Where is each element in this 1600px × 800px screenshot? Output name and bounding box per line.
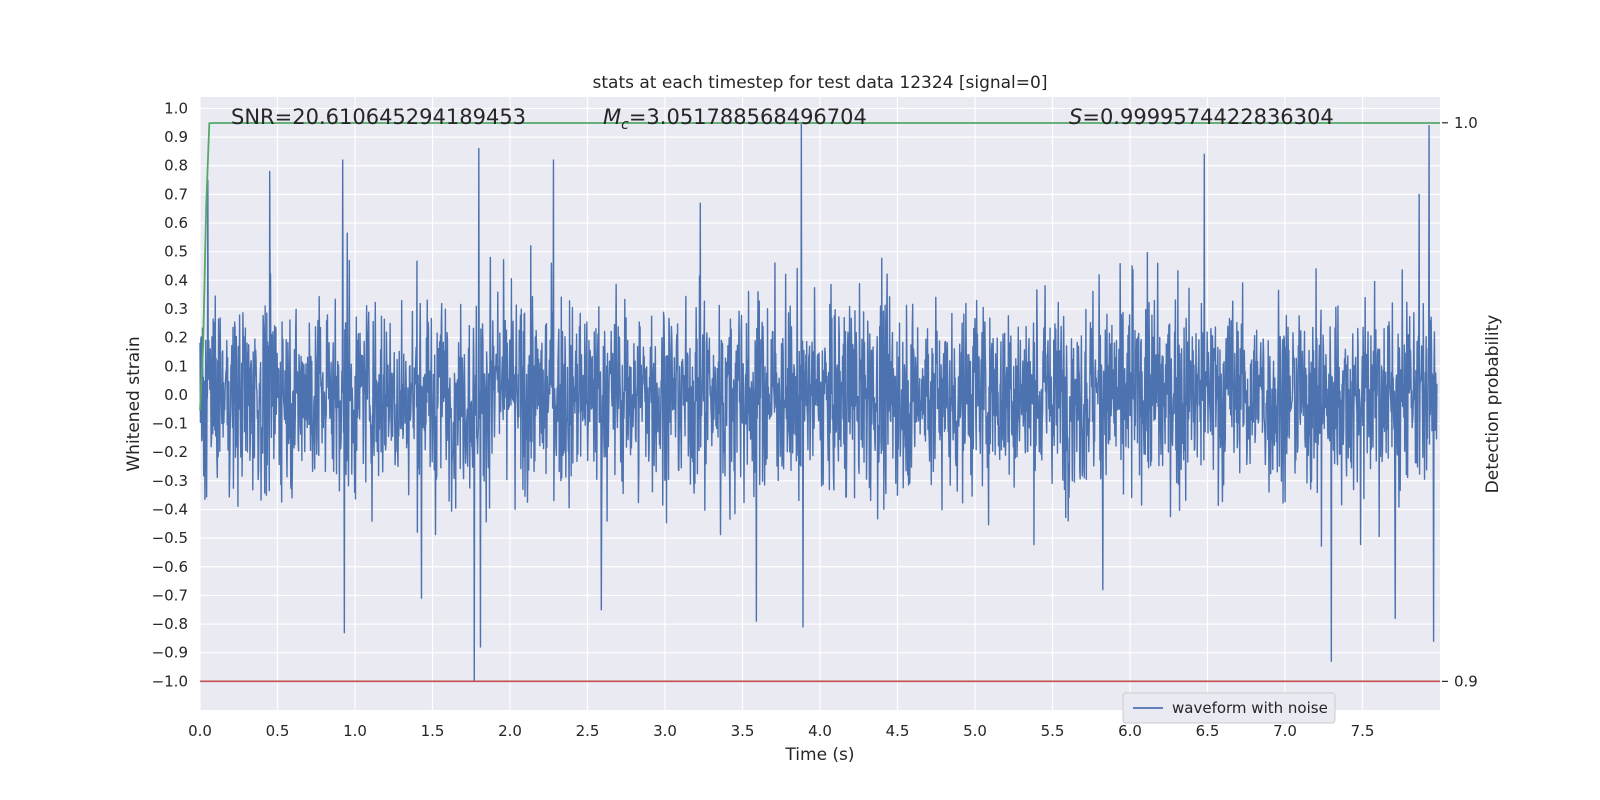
y-tick-label: 0.3 <box>164 300 188 318</box>
x-tick-label: 5.5 <box>1041 722 1065 740</box>
y-tick-label: 0.8 <box>164 157 188 175</box>
x-tick-label: 2.0 <box>498 722 522 740</box>
x-tick-label: 0.0 <box>188 722 212 740</box>
x-tick-label: 1.5 <box>421 722 445 740</box>
y-tick-label: 0.7 <box>164 185 188 203</box>
y-tick-label: −0.1 <box>152 415 188 433</box>
y-tick-label: 0.6 <box>164 214 188 232</box>
x-tick-label: 0.5 <box>266 722 290 740</box>
y-tick-label: 0.1 <box>164 357 188 375</box>
mc-subscript: c <box>621 117 629 133</box>
y-tick-label: −1.0 <box>152 672 188 690</box>
y-tick-label: −0.6 <box>152 558 188 576</box>
s-annotation: S=0.9999574422836304 <box>1069 105 1334 129</box>
y2-tick-label: 0.9 <box>1454 672 1478 690</box>
y-tick-label: 0.2 <box>164 329 188 347</box>
y2-axis-label: Detection probability <box>1483 315 1503 494</box>
mc-value: =3.051788568496704 <box>629 105 867 129</box>
y-tick-label: 0.9 <box>164 128 188 146</box>
x-tick-label: 2.5 <box>576 722 600 740</box>
y-tick-label: −0.7 <box>152 586 188 604</box>
y-axis-ticks: 1.0 0.9 0.8 0.7 0.6 0.5 0.4 0.3 0.2 0.1 0.0 −0.1 −0.… <box>152 99 188 690</box>
y-tick-label: −0.9 <box>152 644 188 662</box>
legend-box <box>1122 692 1336 724</box>
legend: waveform with noise <box>1122 692 1336 724</box>
x-tick-label: 3.5 <box>731 722 755 740</box>
x-tick-label: 7.0 <box>1273 722 1297 740</box>
mc-annotation: Mc=3.051788568496704 <box>603 105 867 133</box>
y-tick-label: −0.3 <box>152 472 188 490</box>
y-tick-label: 1.0 <box>164 99 188 117</box>
y-tick-label: 0.0 <box>164 386 188 404</box>
y-tick-label: 0.4 <box>164 271 188 289</box>
y2-tick-label: 1.0 <box>1454 114 1478 132</box>
y-tick-label: −0.4 <box>152 500 188 518</box>
x-tick-label: 7.5 <box>1351 722 1375 740</box>
legend-label: waveform with noise <box>1172 699 1328 717</box>
y-tick-label: −0.5 <box>152 529 188 547</box>
x-tick-label: 4.5 <box>886 722 910 740</box>
x-tick-label: 1.0 <box>343 722 367 740</box>
probability-overlay <box>199 122 1440 683</box>
s-symbol: S <box>1069 105 1082 129</box>
s-value: =0.9999574422836304 <box>1082 105 1333 129</box>
y-tick-label: −0.8 <box>152 615 188 633</box>
x-axis-label: Time (s) <box>784 745 854 765</box>
waveform-line <box>199 122 1438 683</box>
mc-symbol: M <box>603 105 621 129</box>
snr-annotation: SNR=20.610645294189453 <box>231 105 526 129</box>
x-tick-label: 3.0 <box>653 722 677 740</box>
x-tick-label: 6.5 <box>1196 722 1220 740</box>
x-tick-label: 5.0 <box>963 722 987 740</box>
x-tick-label: 4.0 <box>808 722 832 740</box>
y-axis-label: Whitened strain <box>124 336 144 471</box>
waveform-series <box>199 122 1438 683</box>
detection-probability-line <box>199 122 1440 411</box>
y-tick-label: 0.5 <box>164 243 188 261</box>
x-tick-label: 6.0 <box>1118 722 1142 740</box>
chart-title: stats at each timestep for test data 123… <box>593 73 1048 93</box>
x-axis-ticks: 0.0 0.5 1.0 1.5 2.0 2.5 3.0 3.5 4.0 4.5 5.0 5.5 6.0 6… <box>188 722 1374 740</box>
y-tick-label: −0.2 <box>152 443 188 461</box>
y2-axis-ticks: 1.0 0.9 <box>1442 114 1478 690</box>
